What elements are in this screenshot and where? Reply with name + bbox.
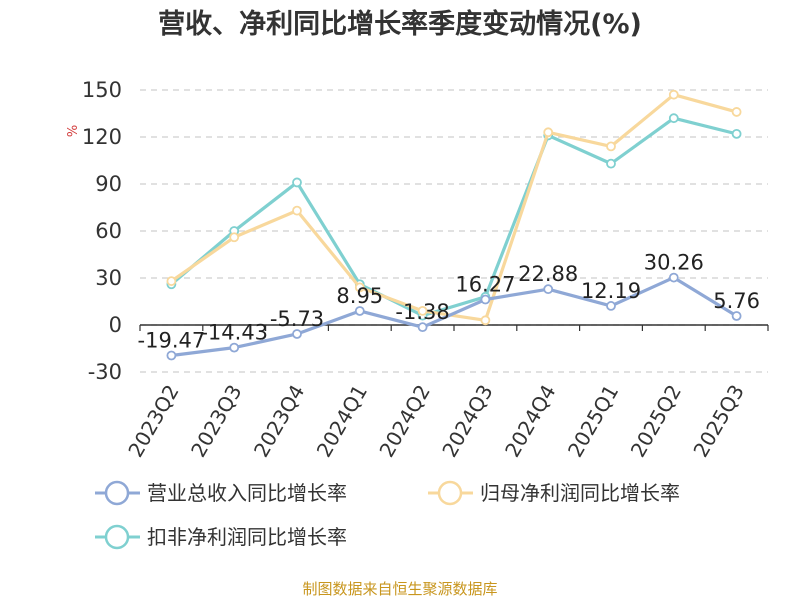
data-point bbox=[668, 89, 679, 100]
series-line bbox=[170, 93, 738, 322]
x-tick-label: 2025Q2 bbox=[626, 381, 686, 462]
y-tick-label: 60 bbox=[95, 219, 122, 243]
data-label: 30.26 bbox=[644, 251, 704, 275]
data-series bbox=[166, 89, 742, 361]
y-axis-ticks: -30 0 30 60 90 120 150% bbox=[66, 78, 122, 384]
data-point bbox=[543, 127, 554, 138]
data-point bbox=[166, 276, 177, 287]
x-axis-tick-labels: 2023Q2 2023Q3 2023Q4 2024Q1 2024Q2 2024Q3 2024… bbox=[123, 381, 749, 462]
y-tick-label: 90 bbox=[95, 172, 122, 196]
data-label: 8.95 bbox=[336, 284, 383, 308]
data-point bbox=[292, 205, 302, 216]
data-point bbox=[606, 158, 616, 169]
y-tick-label: 30 bbox=[95, 266, 122, 290]
y-tick-label: 0 bbox=[109, 313, 122, 337]
legend-label: 归母净利润同比增长率 bbox=[480, 481, 680, 505]
data-label: -1.38 bbox=[395, 300, 449, 324]
data-point bbox=[480, 294, 491, 305]
x-tick-label: 2024Q2 bbox=[374, 381, 434, 462]
legend-item: 归母净利润同比增长率 bbox=[428, 480, 680, 506]
data-label: 16.27 bbox=[455, 273, 515, 297]
x-tick-label: 2024Q4 bbox=[500, 381, 560, 462]
x-axis bbox=[139, 324, 769, 331]
legend-item: 营业总收入同比增长率 bbox=[95, 480, 347, 506]
x-tick-label: 2024Q1 bbox=[312, 381, 372, 462]
series-line bbox=[170, 116, 737, 318]
source-footer: 制图数据来自恒生聚源数据库 bbox=[302, 580, 498, 598]
data-point bbox=[668, 272, 679, 283]
data-point bbox=[292, 177, 302, 188]
chart-title: 营收、净利同比增长率季度变动情况(%) bbox=[158, 9, 642, 40]
data-point bbox=[229, 232, 240, 243]
data-point bbox=[480, 315, 491, 326]
y-axis-label: % bbox=[66, 125, 81, 137]
data-label: -14.43 bbox=[200, 321, 268, 345]
y-tick-label: 120 bbox=[82, 125, 122, 149]
x-tick-label: 2025Q1 bbox=[563, 381, 623, 462]
data-point bbox=[166, 350, 177, 361]
series-line bbox=[171, 275, 738, 358]
y-tick-label: 150 bbox=[82, 78, 122, 102]
legend-marker bbox=[104, 480, 130, 506]
data-point bbox=[668, 113, 679, 124]
data-point bbox=[543, 284, 554, 295]
data-point bbox=[292, 329, 302, 339]
x-tick-label: 2023Q3 bbox=[186, 381, 246, 462]
x-tick-label: 2024Q3 bbox=[437, 381, 497, 462]
data-label: 22.88 bbox=[518, 262, 578, 286]
x-tick-label: 2023Q2 bbox=[123, 381, 183, 462]
data-label: 5.76 bbox=[713, 289, 760, 313]
y-tick-label: -30 bbox=[88, 360, 122, 384]
data-point bbox=[606, 301, 616, 311]
legend-marker bbox=[437, 480, 463, 506]
data-point bbox=[731, 107, 742, 117]
data-point bbox=[606, 141, 616, 152]
data-label: 12.19 bbox=[581, 279, 641, 303]
data-point bbox=[229, 342, 240, 353]
legend-label: 营业总收入同比增长率 bbox=[147, 481, 347, 505]
data-point bbox=[354, 282, 365, 293]
data-label: -19.47 bbox=[138, 329, 206, 353]
data-point bbox=[354, 306, 365, 316]
x-tick-label: 2025Q3 bbox=[688, 381, 748, 462]
legend-item: 扣非净利润同比增长率 bbox=[95, 524, 347, 550]
data-point bbox=[731, 311, 742, 321]
data-point bbox=[417, 322, 428, 333]
data-point bbox=[731, 128, 742, 139]
legend-marker bbox=[104, 524, 130, 550]
legend-label: 扣非净利润同比增长率 bbox=[147, 525, 347, 549]
data-point bbox=[417, 305, 428, 316]
data-label: -5.73 bbox=[270, 307, 324, 331]
x-tick-label: 2023Q4 bbox=[249, 381, 309, 462]
